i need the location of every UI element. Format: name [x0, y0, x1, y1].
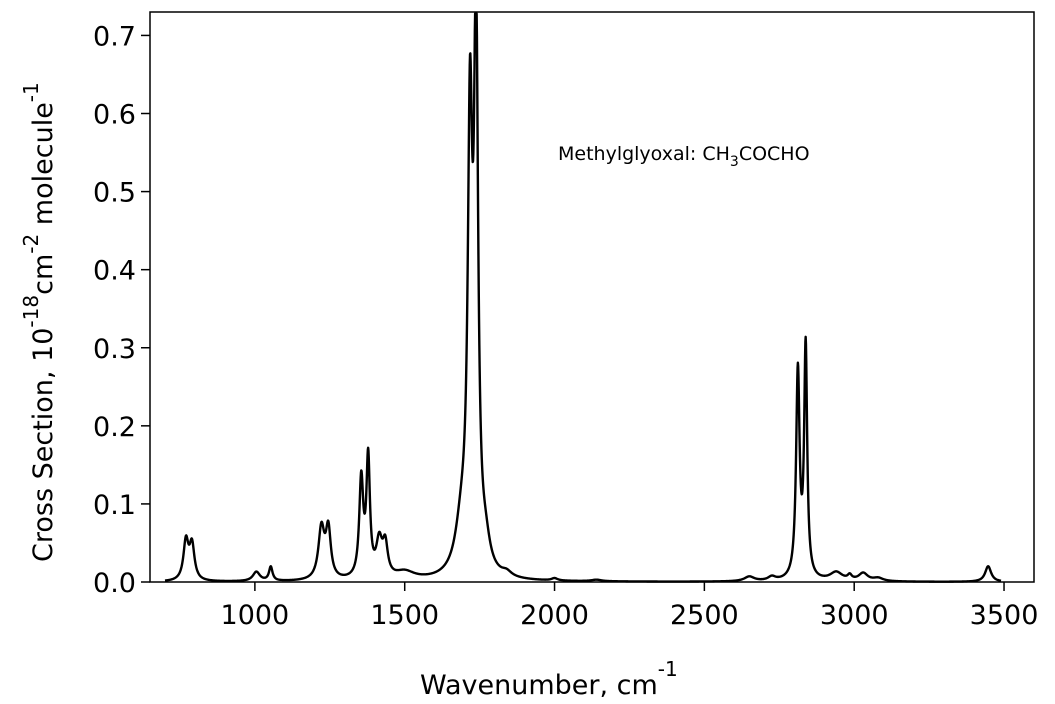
x-axis-ticks: 1000 1500 2000 2500 3000 3500 — [221, 582, 1039, 631]
y-tick-label: 0.1 — [93, 490, 136, 521]
y-tick-label: 0.0 — [93, 568, 136, 599]
x-tick-label: 3500 — [970, 600, 1039, 631]
x-tick-label: 2500 — [670, 600, 739, 631]
x-tick-label: 1000 — [221, 600, 290, 631]
x-tick-label: 1500 — [370, 600, 439, 631]
y-axis-title: Cross Section, 10-18cm-2 molecule-1 — [19, 82, 59, 562]
y-tick-label: 0.2 — [93, 412, 136, 443]
y-axis-ticks: 0.0 0.1 0.2 0.3 0.4 0.5 0.6 0.7 — [93, 21, 150, 599]
annotation-label: Methylglyoxal: CH3COCHO — [558, 143, 810, 170]
plot-frame — [149, 11, 1035, 583]
x-tick-label: 2000 — [520, 600, 589, 631]
y-tick-label: 0.5 — [93, 178, 136, 209]
y-tick-label: 0.4 — [93, 256, 136, 287]
x-tick-label: 3000 — [820, 600, 889, 631]
y-tick-label: 0.7 — [93, 21, 136, 52]
x-axis-title: Wavenumber, cm-1 — [420, 657, 678, 701]
spectrum-line — [164, 12, 1002, 583]
y-tick-label: 0.6 — [93, 100, 136, 131]
y-tick-label: 0.3 — [93, 334, 136, 365]
